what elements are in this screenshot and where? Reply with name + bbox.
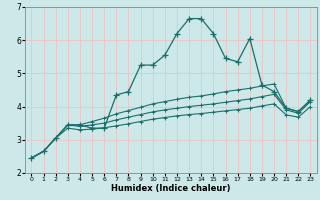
X-axis label: Humidex (Indice chaleur): Humidex (Indice chaleur)	[111, 184, 231, 193]
